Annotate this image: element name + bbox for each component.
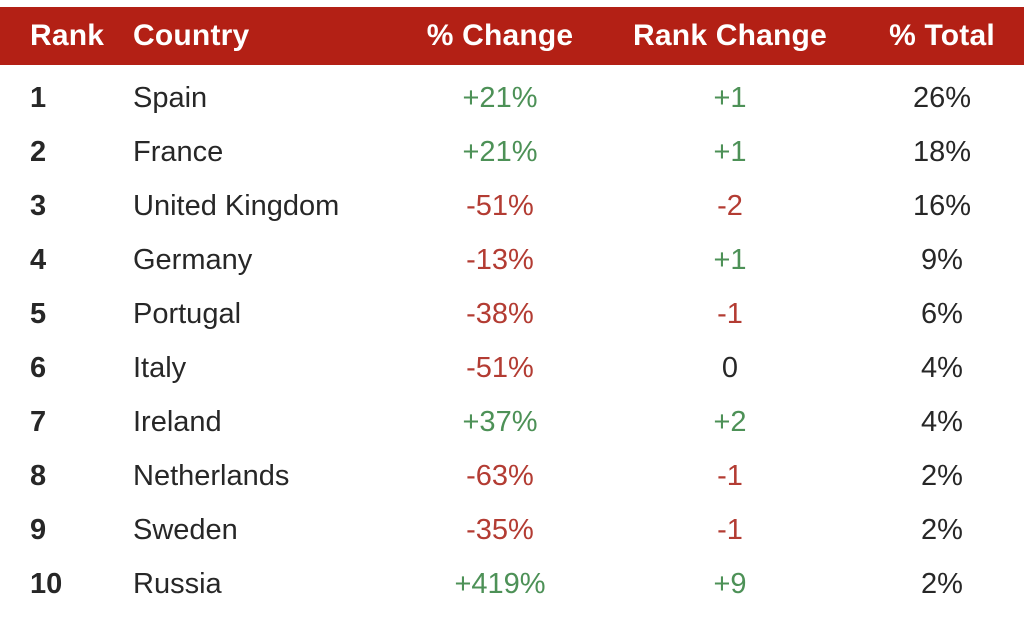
header-rank-change[interactable]: Rank Change xyxy=(633,19,827,52)
rank-change-cell: -1 xyxy=(717,459,743,492)
table-row: 1 Spain +21% +1 26% xyxy=(0,71,1024,125)
pct-change-cell: +419% xyxy=(454,567,546,600)
rank-cell: 2 xyxy=(30,135,47,168)
table-body: 1 Spain +21% +1 26% 2 France +21% +1 18%… xyxy=(0,65,1024,611)
pct-change-cell: -13% xyxy=(466,243,534,276)
country-cell: Ireland xyxy=(133,405,222,438)
pct-change-cell: +37% xyxy=(462,405,538,438)
country-cell: Italy xyxy=(133,351,187,384)
table-row: 10 Russia +419% +9 2% xyxy=(0,557,1024,611)
rank-cell: 4 xyxy=(30,243,47,276)
header-rank[interactable]: Rank xyxy=(30,19,105,52)
country-cell: Sweden xyxy=(133,513,238,546)
rank-change-cell: +9 xyxy=(713,567,747,600)
country-cell: Portugal xyxy=(133,297,242,330)
country-cell: France xyxy=(133,135,224,168)
header-pct-change[interactable]: % Change xyxy=(426,19,574,52)
rank-cell: 1 xyxy=(30,81,47,114)
pct-change-cell: -51% xyxy=(466,351,534,384)
country-cell: Russia xyxy=(133,567,222,600)
rank-cell: 6 xyxy=(30,351,47,384)
country-cell: Germany xyxy=(133,243,253,276)
pct-total-cell: 16% xyxy=(912,189,972,222)
rank-cell: 7 xyxy=(30,405,47,438)
table-row: 2 France +21% +1 18% xyxy=(0,125,1024,179)
table-header: Rank Country % Change Rank Change % Tota… xyxy=(0,7,1024,65)
pct-total-cell: 18% xyxy=(912,135,972,168)
country-change-table: Rank Country % Change Rank Change % Tota… xyxy=(0,7,1024,617)
table-row: 4 Germany -13% +1 9% xyxy=(0,233,1024,287)
rank-cell: 5 xyxy=(30,297,47,330)
rank-change-cell: +1 xyxy=(713,243,747,276)
table-row: 8 Netherlands -63% -1 2% xyxy=(0,449,1024,503)
rank-change-cell: -2 xyxy=(717,189,743,222)
table-row: 3 United Kingdom -51% -2 16% xyxy=(0,179,1024,233)
pct-change-cell: -63% xyxy=(466,459,534,492)
rank-cell: 10 xyxy=(30,567,63,600)
table-row: 7 Ireland +37% +2 4% xyxy=(0,395,1024,449)
header-pct-total[interactable]: % Total xyxy=(889,19,995,52)
pct-total-cell: 9% xyxy=(921,243,963,276)
pct-total-cell: 6% xyxy=(921,297,963,330)
table-row: 5 Portugal -38% -1 6% xyxy=(0,287,1024,341)
pct-total-cell: 26% xyxy=(912,81,972,114)
table-row: 9 Sweden -35% -1 2% xyxy=(0,503,1024,557)
country-cell: Netherlands xyxy=(133,459,290,492)
pct-total-cell: 2% xyxy=(921,459,963,492)
country-cell: Spain xyxy=(133,81,208,114)
rank-cell: 9 xyxy=(30,513,47,546)
pct-change-cell: +21% xyxy=(462,81,538,114)
rank-cell: 8 xyxy=(30,459,47,492)
rank-cell: 3 xyxy=(30,189,47,222)
pct-change-cell: -35% xyxy=(466,513,534,546)
pct-change-cell: -51% xyxy=(466,189,534,222)
rank-change-cell: +2 xyxy=(713,405,747,438)
pct-total-cell: 4% xyxy=(921,405,963,438)
rank-change-cell: -1 xyxy=(717,513,743,546)
pct-total-cell: 2% xyxy=(921,567,963,600)
header-country[interactable]: Country xyxy=(133,19,250,52)
pct-total-cell: 2% xyxy=(921,513,963,546)
rank-change-cell: 0 xyxy=(721,351,739,384)
pct-change-cell: +21% xyxy=(462,135,538,168)
pct-change-cell: -38% xyxy=(466,297,534,330)
pct-total-cell: 4% xyxy=(921,351,963,384)
rank-change-cell: -1 xyxy=(717,297,743,330)
country-cell: United Kingdom xyxy=(133,189,340,222)
table-row: 6 Italy -51% 0 4% xyxy=(0,341,1024,395)
rank-change-cell: +1 xyxy=(713,81,747,114)
rank-change-cell: +1 xyxy=(713,135,747,168)
